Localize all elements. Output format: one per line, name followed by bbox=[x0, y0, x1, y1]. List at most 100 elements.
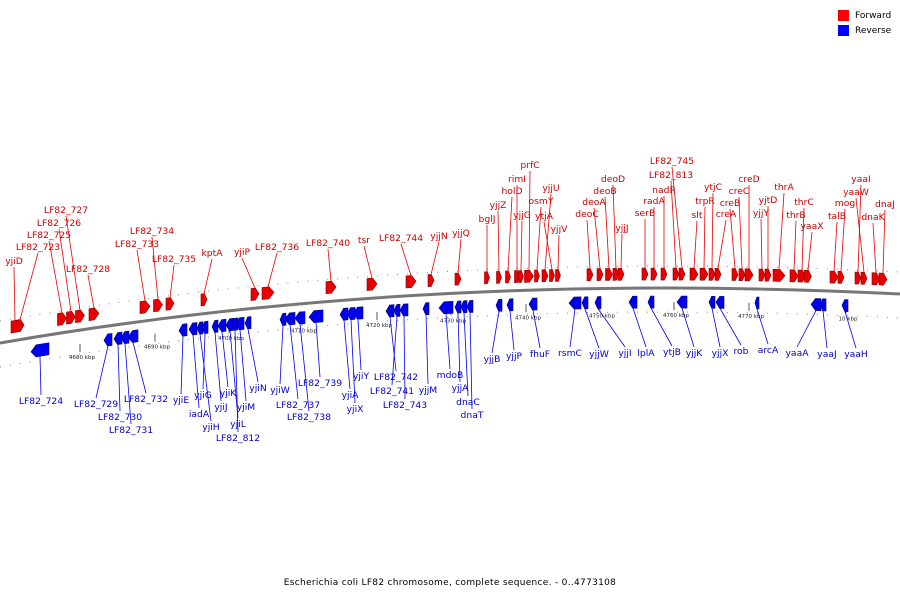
gene-label-yjiw: yjiW bbox=[270, 385, 290, 396]
gene-label-lf82-732: LF82_732 bbox=[124, 394, 168, 405]
reverse-gene-lf82-729 bbox=[103, 333, 113, 347]
leader-line bbox=[693, 220, 698, 269]
tick-label: 4730 kbp bbox=[440, 318, 466, 324]
leader-line bbox=[267, 252, 278, 287]
reverse-gene-yjjx bbox=[708, 295, 716, 309]
reverse-gene-yjin bbox=[244, 316, 252, 330]
forward-gene-crea bbox=[714, 267, 722, 281]
gene-label-lf82-724: LF82_724 bbox=[19, 396, 63, 407]
forward-gene-deoc bbox=[586, 268, 594, 282]
leader-line bbox=[192, 334, 200, 409]
legend-swatch-reverse bbox=[838, 25, 849, 36]
gene-label-yjim: yjiM bbox=[237, 402, 256, 413]
legend-swatch-forward bbox=[838, 10, 849, 21]
gene-label-lf82-740: LF82_740 bbox=[306, 238, 350, 249]
gene-label-rada: radA bbox=[643, 196, 665, 207]
leader-line bbox=[671, 166, 683, 269]
gene-label-arca: arcA bbox=[758, 345, 779, 356]
leader-line bbox=[289, 324, 299, 400]
leader-line bbox=[569, 308, 576, 348]
gene-label-deoa: deoA bbox=[582, 197, 606, 208]
forward-gene-lf82-813 bbox=[672, 267, 680, 281]
leader-line bbox=[457, 313, 461, 383]
leader-line bbox=[247, 328, 259, 383]
reverse-gene-yjix bbox=[346, 307, 356, 321]
gene-label-lf82-730: LF82_730 bbox=[98, 412, 142, 423]
gene-label-kpta: kptA bbox=[201, 248, 223, 259]
gene-label-yjjv: yjjV bbox=[551, 224, 569, 235]
gene-label-lf82-734: LF82_734 bbox=[130, 226, 174, 237]
gene-label-thrc: thrC bbox=[794, 197, 814, 208]
gene-label-yjjw: yjjW bbox=[589, 349, 609, 360]
leader-line bbox=[632, 308, 647, 348]
tick-label: 4760 kbp bbox=[663, 313, 689, 319]
gene-label-yaaw: yaaW bbox=[843, 187, 869, 198]
forward-gene-thra bbox=[772, 268, 786, 282]
reverse-gene-yjjp bbox=[506, 298, 514, 312]
leader-line bbox=[833, 221, 838, 272]
tick-label: 4710 kbp bbox=[291, 329, 317, 335]
forward-gene-lf82-744 bbox=[405, 275, 417, 289]
legend-item-reverse: Reverse bbox=[838, 23, 900, 38]
forward-gene-yjju bbox=[541, 269, 549, 283]
forward-gene-deoa bbox=[596, 268, 604, 281]
forward-gene-dnak bbox=[871, 272, 881, 286]
gene-label-yjjm: yjjM bbox=[419, 385, 438, 396]
leader-line bbox=[239, 329, 247, 402]
forward-gene-yjjj bbox=[617, 267, 625, 281]
forward-gene-serb bbox=[641, 267, 649, 281]
tick-label: 4750 kbp bbox=[589, 314, 615, 320]
leader-line bbox=[58, 228, 72, 312]
gene-label-ytjb: ytjB bbox=[663, 347, 681, 358]
leader-line bbox=[234, 330, 239, 433]
gene-label-lf82-743: LF82_743 bbox=[383, 400, 427, 411]
gene-label-lf82-728: LF82_728 bbox=[66, 264, 110, 275]
reverse-gene-ytjb bbox=[647, 295, 655, 309]
gene-label-lf82-733: LF82_733 bbox=[115, 239, 159, 250]
leader-line bbox=[532, 310, 541, 349]
gene-label-lf82-729: LF82_729 bbox=[74, 399, 118, 410]
gene-label-slt: slt bbox=[692, 210, 703, 221]
leader-line bbox=[151, 236, 159, 300]
gene-label-yjjy: yjjY bbox=[753, 208, 770, 219]
forward-gene-ytjc bbox=[708, 267, 716, 281]
reverse-gene-yjjb bbox=[495, 298, 503, 312]
forward-gene-lf82-734 bbox=[153, 298, 163, 313]
reverse-gene-lf82-742 bbox=[385, 304, 395, 318]
reverse-gene-lpla bbox=[628, 295, 638, 309]
gene-label-osmy: osmY bbox=[529, 196, 554, 207]
leader-line bbox=[509, 310, 515, 351]
gene-label-yjjb: yjjB bbox=[484, 354, 501, 365]
gene-label-yaah: yaaH bbox=[844, 349, 868, 360]
gene-label-yjix: yjiX bbox=[347, 404, 364, 415]
leader-line bbox=[491, 311, 500, 354]
gene-label-dnaj: dnaJ bbox=[875, 199, 895, 210]
gene-label-yaaj: yaaJ bbox=[817, 349, 836, 360]
gene-label-thra: thrA bbox=[774, 182, 794, 193]
reverse-gene-yjja bbox=[454, 300, 462, 314]
reverse-gene-yjji bbox=[594, 296, 602, 309]
reverse-gene-yjih bbox=[196, 321, 204, 335]
legend-label-reverse: Reverse bbox=[855, 25, 892, 36]
gene-label-lf82-745: LF82_745 bbox=[650, 156, 694, 167]
leader-line bbox=[584, 308, 600, 349]
gene-label-deoc: deoC bbox=[575, 209, 599, 220]
forward-gene-trpr bbox=[699, 267, 709, 281]
leader-line bbox=[738, 196, 743, 269]
reverse-gene-lf82-812 bbox=[231, 317, 239, 331]
backbone-line bbox=[0, 286, 900, 345]
leader-line bbox=[95, 345, 109, 399]
reverse-gene-lf82-732 bbox=[127, 329, 139, 343]
gene-label-lpla: lplA bbox=[637, 348, 655, 359]
gene-label-yjig: yjiG bbox=[194, 390, 212, 401]
leader-line bbox=[315, 322, 321, 378]
leader-line bbox=[882, 209, 886, 274]
reverse-gene-lf82-731 bbox=[120, 330, 130, 345]
gene-label-lf82-737: LF82_737 bbox=[276, 400, 320, 411]
gene-label-prfc: prfC bbox=[520, 160, 539, 171]
gene-label-yjju: yjjU bbox=[542, 183, 559, 194]
reverse-gene-iada bbox=[188, 322, 198, 336]
gene-label-deod: deoD bbox=[601, 174, 625, 185]
gene-label-mog: mog bbox=[835, 198, 855, 209]
forward-gene-deod bbox=[612, 267, 620, 281]
